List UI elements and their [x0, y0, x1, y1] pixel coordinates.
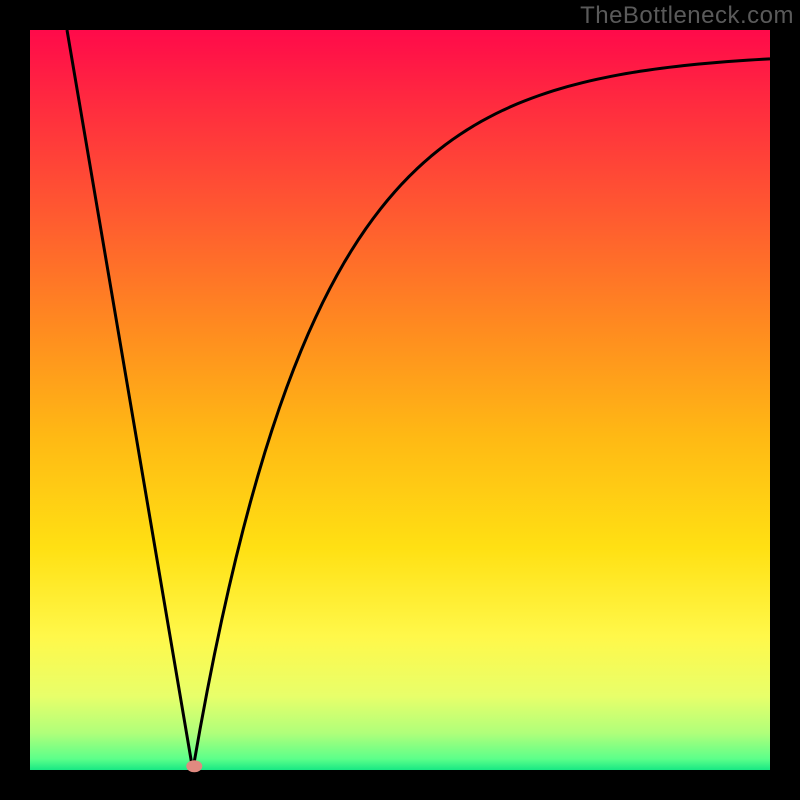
heat-gradient — [30, 30, 770, 770]
bottleneck-chart — [0, 0, 800, 800]
optimal-marker — [186, 760, 202, 772]
chart-container: TheBottleneck.com — [0, 0, 800, 800]
